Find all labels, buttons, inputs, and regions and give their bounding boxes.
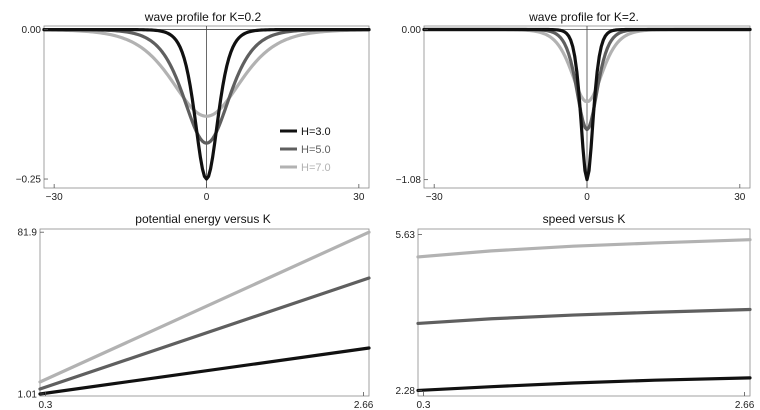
y-tick-label: 2.28 — [396, 386, 416, 397]
series-line-h-7-0 — [42, 28, 371, 118]
panel-speed: speed versus K 0.3 2.66 5.63 2.28 — [396, 212, 755, 410]
x-tick-label: 0 — [584, 192, 590, 203]
y-tick-label: −1.08 — [396, 175, 422, 186]
y-tick-label: 1.01 — [18, 389, 38, 400]
series-line-h-3-0 — [38, 346, 371, 396]
legend: H=3.0 H=5.0 H=7.0 — [280, 126, 331, 174]
series-line-h-3-0 — [422, 27, 752, 182]
x-tick-label: 0.3 — [416, 400, 430, 410]
x-tick-label: −30 — [426, 192, 443, 203]
x-tick-label: 30 — [353, 192, 365, 203]
legend-label: H=5.0 — [301, 144, 331, 156]
legend-label: H=7.0 — [301, 162, 331, 174]
y-tick-label: 0.00 — [402, 25, 422, 36]
plot-frame — [39, 228, 370, 397]
series-line-h-7-0 — [416, 238, 752, 259]
y-tick-label: 0.00 — [22, 25, 42, 36]
y-tick-label: 5.63 — [396, 230, 416, 241]
panel-wave-profile-k02: wave profile for K=0.2 −30 0 30 0.00 −0.25 H… — [16, 10, 371, 203]
panel-potential-energy: potential energy versus K 0.3 2.66 81.9 1.0… — [18, 212, 374, 410]
panel-wave-profile-k2: wave profile for K=2. −30 0 30 0.00 −1.08 — [396, 10, 752, 203]
x-tick-label: −30 — [46, 192, 63, 203]
chart-title: wave profile for K=2. — [528, 10, 639, 24]
series-line-h-5-0 — [38, 276, 371, 391]
x-tick-label: 0.3 — [38, 400, 52, 410]
x-tick-label: 2.66 — [354, 400, 374, 410]
chart-title: wave profile for K=0.2 — [144, 10, 262, 24]
series-line-h-3-0 — [416, 376, 752, 393]
y-tick-label: 81.9 — [18, 228, 38, 239]
series-line-h-3-0 — [42, 27, 371, 181]
y-tick-label: −0.25 — [16, 175, 42, 186]
series-line-h-5-0 — [416, 307, 752, 326]
series-line-h-7-0 — [38, 230, 371, 384]
plot-frame — [417, 228, 751, 397]
x-tick-label: 2.66 — [735, 400, 755, 410]
chart-title: potential energy versus K — [135, 212, 270, 226]
chart-title: speed versus K — [543, 212, 626, 226]
legend-label: H=3.0 — [301, 126, 331, 138]
x-tick-label: 0 — [204, 192, 210, 203]
x-tick-label: 30 — [734, 192, 746, 203]
